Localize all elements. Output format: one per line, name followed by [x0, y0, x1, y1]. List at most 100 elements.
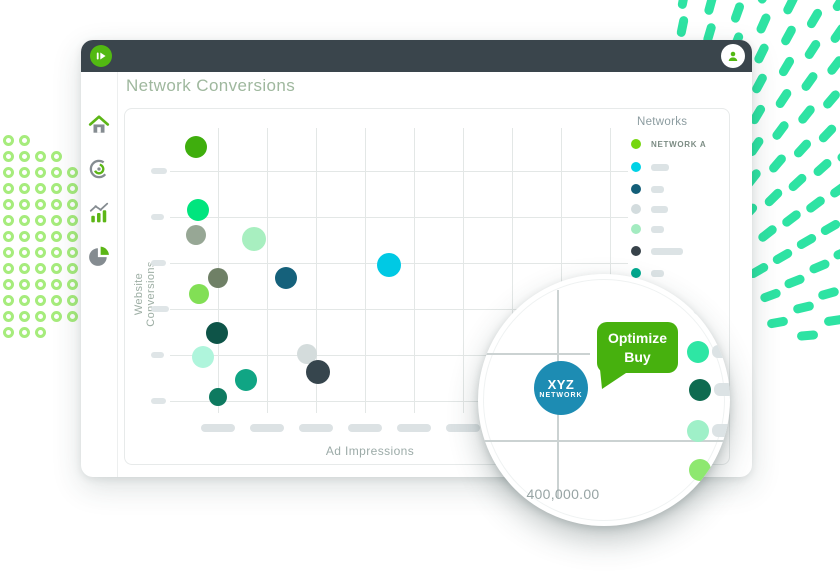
chart-bubble[interactable] — [189, 284, 209, 304]
legend-item[interactable] — [631, 268, 664, 278]
decor-dash — [780, 208, 803, 229]
decor-dash — [781, 0, 799, 17]
legend-dot — [631, 162, 641, 172]
magnifier-circle: XYZ NETWORK Optimize Buy 400,000.00 — [478, 274, 730, 526]
decor-dash — [758, 287, 782, 304]
chart-bubble[interactable] — [192, 346, 214, 368]
decor-dash — [821, 88, 840, 111]
decor-ring — [3, 151, 14, 162]
tooltip-line2: Buy — [624, 348, 651, 365]
legend-item[interactable] — [631, 224, 664, 234]
decor-dash — [771, 246, 795, 266]
decor-dash — [675, 15, 690, 38]
sidebar-item-reports[interactable] — [88, 245, 110, 267]
decor-dash — [767, 152, 788, 175]
decor-ring — [3, 247, 14, 258]
decor-ring — [19, 327, 30, 338]
home-icon — [88, 115, 110, 133]
chart-bubble[interactable] — [206, 322, 228, 344]
chart-bubble[interactable] — [306, 360, 330, 384]
decor-ring — [35, 263, 46, 274]
decor-ring — [51, 151, 62, 162]
chart-bubble[interactable] — [377, 253, 401, 277]
decor-ring — [51, 215, 62, 226]
decor-dash — [750, 72, 769, 96]
legend-item[interactable] — [631, 246, 683, 256]
chart-bubble[interactable] — [242, 227, 266, 251]
decor-ring — [3, 167, 14, 178]
legend-item[interactable]: NETWORK A — [631, 139, 706, 149]
magnified-legend-bar — [712, 345, 730, 358]
chart-bubble[interactable] — [208, 268, 228, 288]
decor-dash — [796, 329, 819, 341]
decor-dash — [802, 38, 822, 62]
magnified-legend-dot — [687, 420, 709, 442]
decor-dash — [762, 186, 784, 208]
decor-dash — [828, 179, 840, 200]
decor-ring — [35, 231, 46, 242]
optimize-buy-tooltip[interactable]: Optimize Buy — [597, 322, 678, 389]
decor-ring — [3, 279, 14, 290]
app-logo[interactable] — [90, 45, 112, 67]
decor-ring — [67, 279, 78, 290]
decor-ring — [35, 247, 46, 258]
decor-ring — [19, 279, 30, 290]
decor-dash — [756, 0, 773, 5]
decor-ring — [67, 263, 78, 274]
legend-dot — [631, 204, 641, 214]
xyz-bubble-sublabel: NETWORK — [539, 392, 583, 399]
decor-ring — [3, 263, 14, 274]
legend-item[interactable] — [631, 204, 668, 214]
pie-chart-icon — [89, 246, 109, 266]
magnified-gridline-horizontal-2 — [478, 440, 730, 442]
decor-ring — [67, 231, 78, 242]
decor-ring — [51, 247, 62, 258]
decor-dash — [786, 172, 809, 194]
tooltip-line1: Optimize — [607, 329, 668, 346]
legend-item[interactable] — [631, 162, 669, 172]
decor-ring — [3, 183, 14, 194]
chart-bubble[interactable] — [185, 136, 207, 158]
xyz-bubble-label: XYZ — [547, 377, 575, 392]
sidebar-item-targeting[interactable] — [88, 158, 110, 180]
decor-ring — [3, 311, 14, 322]
chart-bubble[interactable] — [235, 369, 257, 391]
target-icon — [89, 159, 109, 179]
chart-bubble[interactable] — [186, 225, 206, 245]
decor-dash — [817, 285, 840, 301]
magnified-axis-value: 400,000.00 — [526, 486, 600, 502]
decor-dash — [776, 55, 796, 78]
chart-bubble[interactable] — [187, 199, 209, 221]
decor-ring — [51, 231, 62, 242]
decor-ring — [19, 135, 30, 146]
sidebar-item-home[interactable] — [88, 114, 110, 136]
legend-dot — [631, 268, 641, 278]
chart-bubble[interactable] — [209, 388, 227, 406]
magnified-legend-dot — [689, 379, 711, 401]
decor-ring — [19, 295, 30, 306]
decor-dash — [835, 143, 840, 164]
magnified-legend-dot — [687, 341, 709, 363]
decor-ring — [67, 183, 78, 194]
legend-item[interactable] — [631, 184, 664, 194]
bar-chart-logo-icon — [96, 52, 106, 60]
decor-ring — [3, 231, 14, 242]
decor-ring — [19, 167, 30, 178]
legend-dot — [631, 224, 641, 234]
xyz-network-bubble[interactable]: XYZ NETWORK — [534, 361, 588, 415]
decor-ring — [51, 263, 62, 274]
sidebar-item-analytics[interactable] — [88, 202, 110, 224]
decor-ring — [51, 199, 62, 210]
magnified-legend-bar — [714, 383, 730, 396]
decor-ring — [19, 263, 30, 274]
decor-ring — [19, 215, 30, 226]
decor-ring — [67, 247, 78, 258]
decor-dash — [766, 316, 789, 329]
legend-item-label: NETWORK A — [651, 139, 707, 149]
legend-placeholder-bar — [651, 225, 664, 233]
chart-bubble[interactable] — [297, 344, 317, 364]
decor-dash — [816, 122, 838, 144]
user-avatar[interactable] — [721, 44, 745, 68]
chart-bubble[interactable] — [275, 267, 297, 289]
